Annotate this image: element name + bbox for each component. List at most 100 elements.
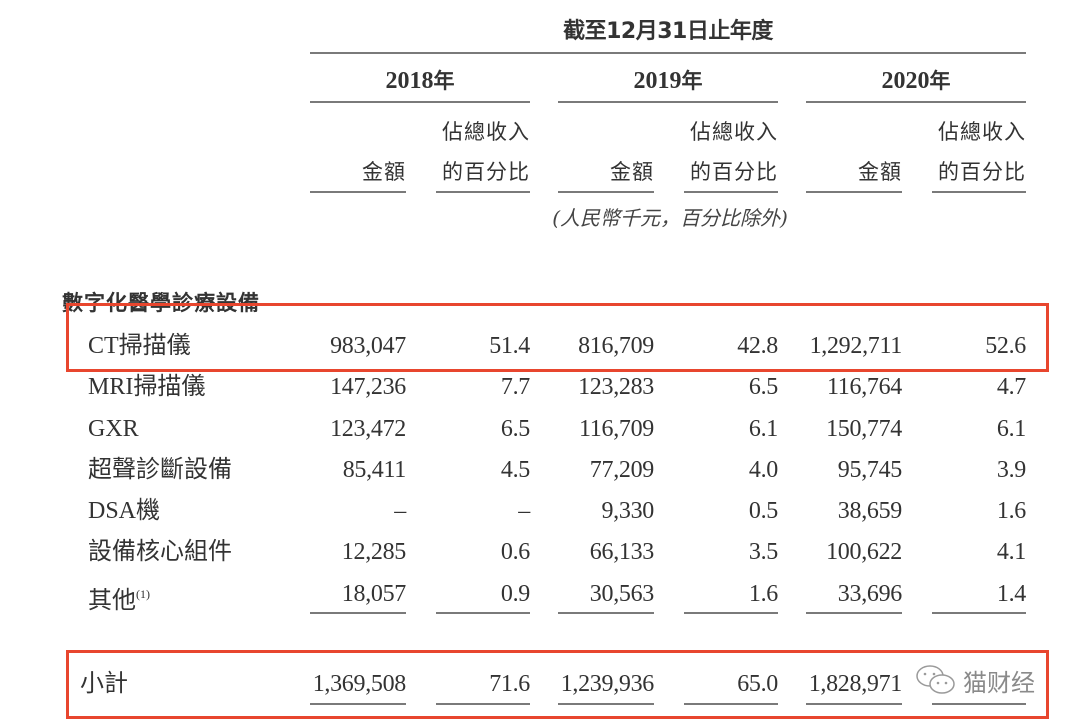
cell-amount-2019: 9,330 bbox=[601, 498, 654, 524]
sum-rule bbox=[558, 612, 654, 614]
cell-amount-2018: 983,047 bbox=[330, 333, 406, 359]
cell-pct-2020: 1.6 bbox=[996, 498, 1026, 524]
cell-amount-2019: 30,563 bbox=[589, 581, 655, 607]
cell-pct-2018: 0.9 bbox=[500, 581, 530, 607]
table-row-dsa: DSA機 – – 9,330 0.5 38,659 1.6 bbox=[0, 491, 1080, 532]
cell-amount-2018: 18,057 bbox=[341, 581, 407, 607]
cell-amount-2019: 66,133 bbox=[589, 539, 655, 565]
table-row-others: 其他(1) 18,057 0.9 30,563 1.6 33,696 1.4 bbox=[0, 574, 1080, 615]
year-2019-label: 2019年 bbox=[558, 64, 778, 98]
row-label: 小計 bbox=[80, 671, 128, 697]
cell-pct-2020: 3.9 bbox=[996, 457, 1026, 483]
col-head-pct-2019-line2: 的百分比 bbox=[690, 160, 778, 184]
cell-amount-2018: – bbox=[394, 498, 406, 524]
row-label: DSA機 bbox=[88, 498, 161, 524]
cell-pct-2019: 1.6 bbox=[748, 581, 778, 607]
cell-amount-2020: 33,696 bbox=[837, 581, 903, 607]
col-rule bbox=[436, 191, 530, 193]
cell-pct-2018: 71.6 bbox=[489, 671, 530, 697]
wechat-icon bbox=[916, 665, 955, 694]
cell-amount-2019: 816,709 bbox=[578, 333, 654, 359]
year-suffix: 年 bbox=[929, 69, 951, 93]
col-head-pct-2018-line2: 的百分比 bbox=[442, 160, 530, 184]
subtotal-rule bbox=[684, 703, 778, 705]
table-row-gxr: GXR 123,472 6.5 116,709 6.1 150,774 6.1 bbox=[0, 409, 1080, 450]
sum-rule bbox=[684, 612, 778, 614]
cell-pct-2019: 6.1 bbox=[748, 416, 778, 442]
cell-amount-2020: 1,292,711 bbox=[809, 333, 903, 359]
col-head-amount-2020: 金額 bbox=[858, 160, 902, 184]
year-suffix: 年 bbox=[433, 69, 455, 93]
year-2020-label: 2020年 bbox=[806, 64, 1026, 98]
cell-amount-2020: 150,774 bbox=[826, 416, 902, 442]
cell-pct-2019: 6.5 bbox=[748, 374, 778, 400]
cell-amount-2019: 116,709 bbox=[578, 416, 654, 442]
subtotal-rule bbox=[932, 703, 1026, 705]
cell-amount-2019: 123,283 bbox=[578, 374, 654, 400]
cell-amount-2018: 12,285 bbox=[341, 539, 407, 565]
col-head-pct-2020-line1: 佔總收入 bbox=[938, 120, 1026, 144]
cell-amount-2020: 1,828,971 bbox=[808, 671, 903, 697]
cell-pct-2019: 42.8 bbox=[737, 333, 778, 359]
sum-rule bbox=[932, 612, 1026, 614]
year-suffix: 年 bbox=[681, 69, 703, 93]
period-title: 截至12月31日止年度 bbox=[563, 19, 773, 44]
cell-pct-2020: 4.1 bbox=[996, 539, 1026, 565]
row-label: GXR bbox=[88, 416, 139, 442]
table-row-core-components: 設備核心組件 12,285 0.6 66,133 3.5 100,622 4.1 bbox=[0, 532, 1080, 573]
table-row-subtotal: 小計 1,369,508 71.6 1,239,936 65.0 1,828,9… bbox=[0, 664, 1080, 705]
col-head-pct-2019-line1: 佔總收入 bbox=[690, 120, 778, 144]
cell-pct-2018: 6.5 bbox=[500, 416, 530, 442]
year-value: 2020 bbox=[881, 68, 930, 94]
cell-amount-2018: 85,411 bbox=[342, 457, 407, 483]
cell-pct-2020: 1.4 bbox=[996, 581, 1026, 607]
col-rule bbox=[806, 191, 902, 193]
subtotal-rule bbox=[436, 703, 530, 705]
cell-pct-2020: 52.6 bbox=[985, 333, 1026, 359]
row-label: 其他(1) bbox=[88, 574, 150, 622]
year-2020-rule bbox=[806, 101, 1026, 103]
cell-amount-2018: 1,369,508 bbox=[312, 671, 407, 697]
col-head-pct-2018-line1: 佔總收入 bbox=[442, 120, 530, 144]
cell-pct-2018: 51.4 bbox=[489, 333, 530, 359]
period-rule bbox=[310, 52, 1026, 54]
sum-rule bbox=[806, 612, 902, 614]
year-value: 2018 bbox=[385, 68, 434, 94]
subtotal-rule bbox=[558, 703, 654, 705]
cell-pct-2019: 4.0 bbox=[748, 457, 778, 483]
cell-amount-2020: 100,622 bbox=[826, 539, 902, 565]
row-label: MRI掃描儀 bbox=[88, 374, 206, 400]
watermark: 猫财经 bbox=[915, 660, 1035, 700]
col-head-amount-2019: 金額 bbox=[610, 160, 654, 184]
cell-amount-2018: 147,236 bbox=[330, 374, 406, 400]
cell-pct-2019: 3.5 bbox=[748, 539, 778, 565]
cell-amount-2019: 77,209 bbox=[589, 457, 655, 483]
cell-amount-2020: 116,764 bbox=[826, 374, 902, 400]
table-row-ultrasound: 超聲診斷設備 85,411 4.5 77,209 4.0 95,745 3.9 bbox=[0, 450, 1080, 491]
cell-amount-2018: 123,472 bbox=[330, 416, 406, 442]
cell-pct-2018: 0.6 bbox=[500, 539, 530, 565]
subtotal-rule bbox=[310, 703, 406, 705]
row-label-text: 其他 bbox=[88, 588, 136, 614]
cell-pct-2020: 4.7 bbox=[996, 374, 1026, 400]
col-rule bbox=[932, 191, 1026, 193]
highlight-box-ct-row bbox=[66, 303, 1049, 372]
unit-note: (人民幣千元，百分比除外) bbox=[552, 206, 788, 230]
cell-pct-2019: 0.5 bbox=[748, 498, 778, 524]
year-value: 2019 bbox=[633, 68, 682, 94]
col-head-pct-2020-line2: 的百分比 bbox=[938, 160, 1026, 184]
highlight-box-subtotal-row bbox=[66, 650, 1049, 719]
subtotal-rule bbox=[806, 703, 902, 705]
year-2018-rule bbox=[310, 101, 530, 103]
cell-pct-2018: 4.5 bbox=[500, 457, 530, 483]
cell-amount-2019: 1,239,936 bbox=[560, 671, 655, 697]
cell-pct-2019: 65.0 bbox=[737, 671, 778, 697]
col-head-amount-2018: 金額 bbox=[362, 160, 406, 184]
row-label: 設備核心組件 bbox=[88, 539, 232, 565]
year-2018-label: 2018年 bbox=[310, 64, 530, 98]
cell-pct-2018: 7.7 bbox=[500, 374, 530, 400]
col-rule bbox=[310, 191, 406, 193]
sum-rule bbox=[310, 612, 406, 614]
table-row-ct-scanner: CT掃描儀 983,047 51.4 816,709 42.8 1,292,71… bbox=[0, 326, 1080, 367]
col-rule bbox=[684, 191, 778, 193]
